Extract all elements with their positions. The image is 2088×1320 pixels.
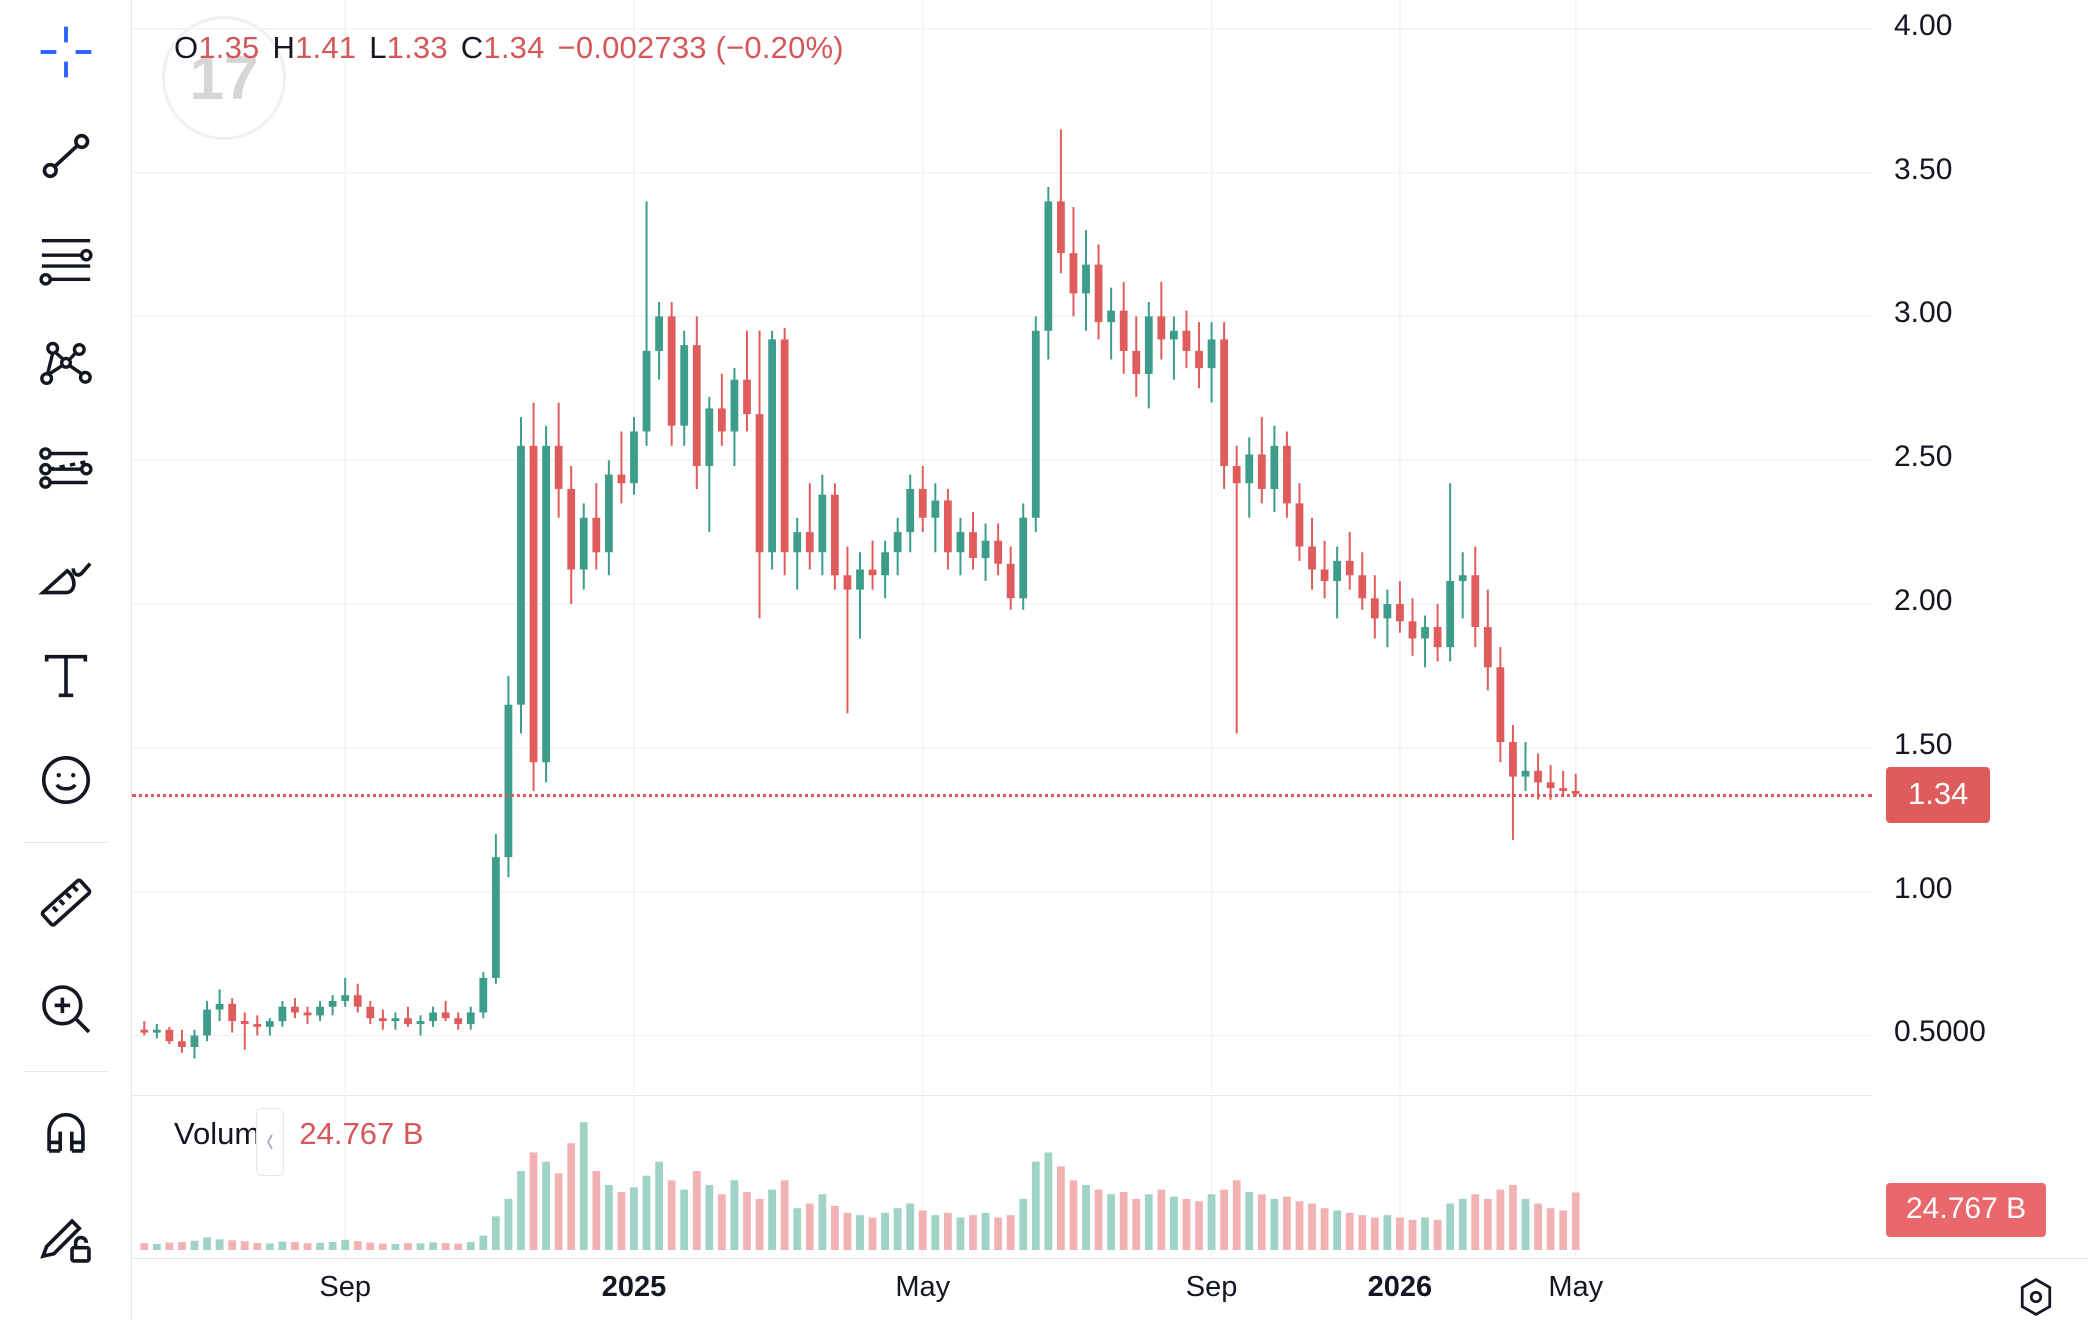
price-axis-tick: 4.00 [1894,8,1953,42]
low-label: L [369,30,387,65]
pattern-icon[interactable] [0,416,132,520]
time-axis-tick: 2025 [601,1271,667,1303]
brush-icon[interactable] [0,520,132,624]
time-axis-tick: May [1548,1271,1604,1303]
open-label: O [174,30,199,65]
price-axis[interactable]: 4.00 3.50 3.00 2.50 2.00 1.50 1.00 0.5000 1.34 24… [1872,0,2088,1320]
price-pane[interactable]: 17 O1.35 H1.41 L1.33 C1.34 −0.002733 (−0.20%… [132,0,1872,1093]
text-tool-icon[interactable] [0,624,132,728]
time-axis-tick: Sep [1185,1271,1238,1303]
zoom-in-icon[interactable] [0,957,132,1061]
time-axis-tick: 2026 [1367,1271,1433,1303]
price-axis-tick: 2.50 [1894,440,1953,474]
crosshair-icon[interactable] [0,0,132,104]
volume-pane[interactable]: Volume 24.767 B [132,1095,1872,1258]
measure-ruler-icon[interactable] [0,853,132,957]
time-axis-tick: May [895,1271,951,1303]
settings-gear-icon[interactable] [2014,1275,2058,1319]
magnet-icon[interactable] [0,1082,132,1186]
close-label: C [460,30,484,65]
chevron-left-icon [267,1134,273,1150]
fib-retracement-icon[interactable] [0,208,132,312]
toolbar-divider-2 [23,1071,108,1072]
price-change: −0.002733 (−0.20%) [557,30,844,65]
current-price-line [132,793,1872,797]
volume-series [140,1096,1580,1258]
chart-watermark: 17 [162,16,286,140]
trend-line-icon[interactable] [0,104,132,208]
price-axis-tick: 2.00 [1894,584,1953,618]
candlestick-series [132,0,1872,1093]
pitchfork-icon[interactable] [0,312,132,416]
high-label: H [272,30,296,65]
emoji-icon[interactable] [0,728,132,832]
open-value: 1.35 [198,30,260,65]
price-axis-tick: 3.00 [1894,296,1953,330]
volume-value-badge[interactable]: 24.767 B [1886,1183,2047,1237]
time-axis[interactable]: Sep 2025 May Sep 2026 May [132,1258,2088,1320]
pane-collapse-handle[interactable] [256,1108,284,1176]
close-value: 1.34 [483,30,545,65]
current-price-badge[interactable]: 1.34 [1886,766,1991,823]
time-axis-tick: Sep [319,1271,371,1303]
price-axis-tick: 3.50 [1894,152,1953,186]
drawing-toolbar [0,0,132,1320]
volume-legend: Volume 24.767 B [174,1116,424,1152]
volume-value: 24.767 B [299,1116,424,1151]
high-value: 1.41 [295,30,357,65]
chart-container[interactable]: 17 O1.35 H1.41 L1.33 C1.34 −0.002733 (−0.20%… [132,0,1872,1320]
toolbar-divider [23,842,108,843]
price-axis-tick: 1.00 [1894,871,1953,905]
low-value: 1.33 [386,30,448,65]
price-axis-tick: 1.50 [1894,727,1953,761]
ohlc-legend: O1.35 H1.41 L1.33 C1.34 −0.002733 (−0.20%) [174,30,844,66]
price-axis-tick: 0.5000 [1894,1015,1986,1049]
drawing-lock-icon[interactable] [0,1186,132,1290]
